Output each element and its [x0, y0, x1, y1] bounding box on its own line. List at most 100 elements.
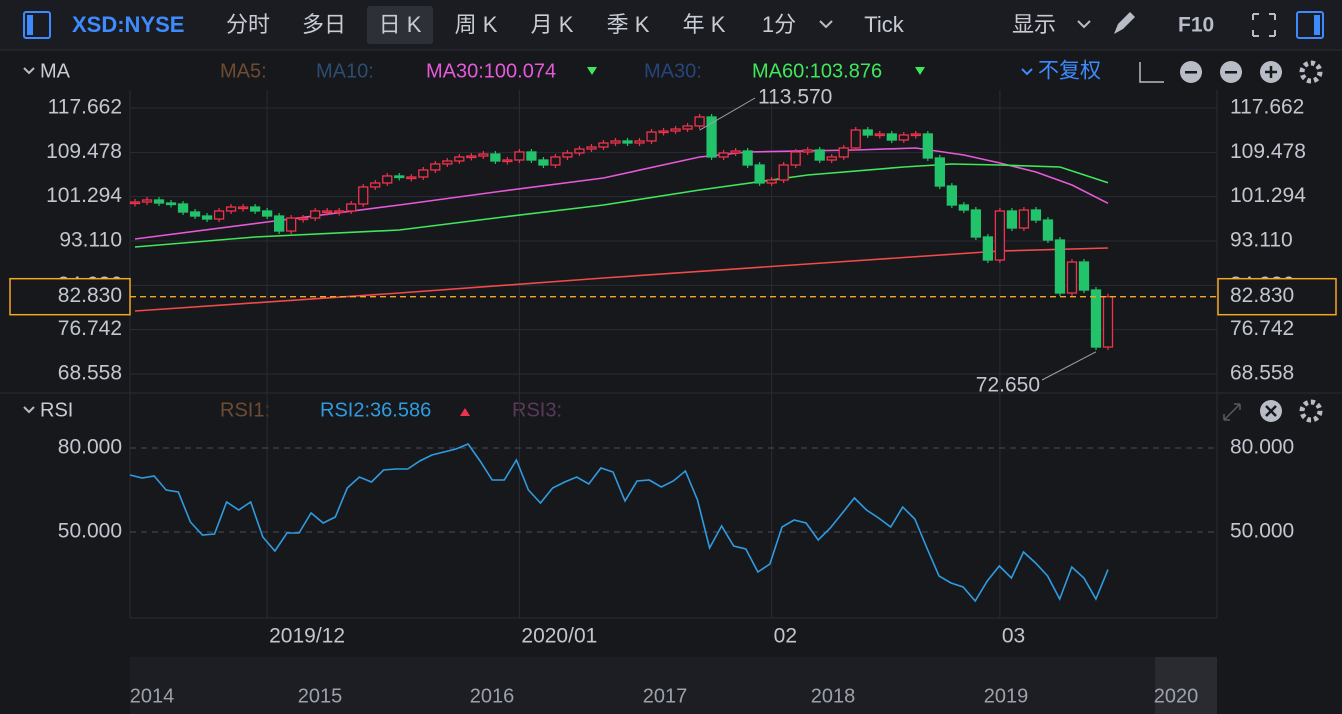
candle [237, 206, 249, 210]
draw-tool[interactable] [1114, 12, 1135, 34]
symbol[interactable]: XSD:NYSE [72, 12, 184, 37]
candle [1030, 209, 1042, 221]
minus-bar [1225, 71, 1237, 74]
y-tick-label: 117.662 [48, 96, 122, 119]
fullscreen[interactable] [1252, 13, 1276, 37]
price-label: 82.830 [58, 284, 122, 307]
candle [682, 125, 693, 130]
y-tick-label: 93.110 [59, 229, 122, 252]
rsi-tick-label: 50.000 [58, 520, 122, 543]
rsi2-arrow [460, 408, 470, 416]
candle [298, 217, 309, 221]
candle [874, 133, 885, 137]
candle [886, 133, 897, 141]
year-label: 2014 [130, 685, 175, 707]
tab[interactable]: 年 K [683, 12, 726, 37]
rsi-indicator[interactable]: RSI [40, 399, 73, 421]
sidebar-toggle[interactable] [23, 11, 51, 39]
candle [406, 176, 417, 180]
rsi-tick-label-right: 50.000 [1230, 520, 1294, 543]
candle [850, 129, 861, 149]
settings[interactable] [1299, 60, 1323, 84]
candle [610, 140, 621, 144]
candle [454, 156, 465, 162]
y-tick-label-right: 101.294 [1230, 184, 1306, 207]
y-tick-label: 109.478 [46, 140, 122, 163]
navigator-window[interactable] [1155, 657, 1217, 714]
candle [754, 164, 765, 184]
f10-button[interactable]: F10 [1178, 14, 1214, 37]
xy-icon[interactable] [1139, 62, 1164, 83]
price-label: 82.830 [1230, 284, 1294, 307]
adjust-chevron[interactable] [1021, 68, 1033, 76]
tab[interactable]: 1分 [762, 12, 796, 37]
panel-toggle[interactable] [1296, 11, 1324, 39]
y-tick-label: 101.294 [46, 184, 122, 207]
year-label: 2017 [643, 685, 688, 707]
legend-entry: MA30: [644, 60, 702, 82]
y-tick-label-right: 93.110 [1230, 229, 1293, 252]
candle [814, 149, 825, 161]
expand[interactable] [1223, 403, 1241, 421]
ma-indicator[interactable]: MA [40, 60, 71, 82]
candle [994, 210, 1006, 261]
tab[interactable]: 周 K [455, 12, 498, 37]
low-note-line [1041, 351, 1097, 381]
display-menu[interactable]: 显示 [1012, 12, 1056, 37]
candle [538, 159, 549, 166]
candle [177, 203, 189, 213]
rsi-legend: RSI1: RSI2:36.586 RSI3: [220, 399, 562, 421]
navigator[interactable] [130, 657, 1217, 714]
tab[interactable]: 分时 [226, 12, 270, 37]
tab[interactable]: 季 K [607, 12, 650, 37]
candle [958, 204, 970, 211]
candle [418, 169, 429, 178]
sidebar-toggle-fill [27, 15, 33, 35]
candle [490, 153, 501, 162]
rsi-tick-label-right: 80.000 [1230, 436, 1294, 459]
y-tick-label-right: 117.662 [1230, 96, 1304, 119]
active-tab-bg [367, 6, 433, 44]
ma-line [134, 147, 1109, 240]
candle [574, 148, 585, 154]
tab[interactable]: 日 K [379, 12, 422, 37]
candle [922, 133, 933, 159]
y-tick-label-right: 109.478 [1230, 140, 1306, 163]
interval-chevron[interactable] [819, 20, 833, 29]
year-label: 2019 [984, 685, 1029, 707]
y-tick-label-right: 68.558 [1230, 362, 1294, 385]
tab[interactable]: 多日 [302, 12, 346, 37]
price-box [9, 277, 131, 316]
ma-chevron[interactable] [23, 67, 35, 75]
tabs: 分时 多日 日 K 周 K 月 K 季 K 年 K 1分 Tick [226, 6, 905, 44]
candle [658, 130, 669, 134]
year-label: 2020 [1154, 685, 1199, 707]
rsi-tick-label: 80.000 [58, 436, 122, 459]
candle [1006, 210, 1018, 229]
candle [766, 179, 777, 184]
tab[interactable]: 月 K [531, 12, 574, 37]
candle [934, 157, 945, 187]
year-label: 2016 [470, 685, 515, 707]
candle [586, 146, 597, 150]
zoom-out-bar [1185, 71, 1197, 74]
candle [213, 210, 225, 220]
settings[interactable] [1299, 399, 1323, 423]
candle [778, 164, 789, 181]
adjust-menu[interactable]: 不复权 [1038, 60, 1101, 83]
ma-legend: MA5: MA10: MA30:100.074 MA30: MA60:103.876 [220, 60, 882, 82]
candle [694, 116, 705, 127]
candle [201, 215, 213, 220]
display-chevron[interactable] [1077, 20, 1091, 29]
candle [129, 201, 141, 205]
tab[interactable]: Tick [864, 12, 905, 37]
candle [165, 202, 177, 206]
candle [394, 175, 405, 179]
candle [790, 151, 801, 166]
legend-entry: RSI3: [512, 399, 562, 421]
rsi-chevron[interactable] [23, 406, 35, 414]
ma-line [134, 163, 1109, 248]
candle [634, 140, 645, 144]
candle [526, 151, 537, 161]
